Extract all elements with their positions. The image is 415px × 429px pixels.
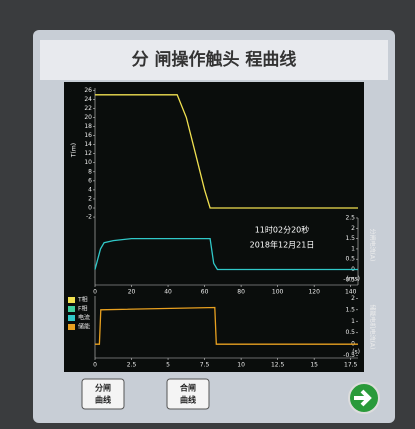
y-tick-label: 20 xyxy=(84,114,92,121)
button-label: 合闸 xyxy=(179,383,196,393)
y-tick-label: -0.5 xyxy=(343,352,355,359)
y2-tick-label: 2 xyxy=(351,225,355,232)
button-label: 曲线 xyxy=(95,395,111,405)
legend-swatch xyxy=(68,306,75,312)
y-tick-label: 2 xyxy=(351,295,355,302)
button-label: 分闸 xyxy=(95,383,111,393)
y2-tick-label: 1 xyxy=(351,245,355,252)
y-tick-label: 24 xyxy=(84,96,92,103)
series-line xyxy=(94,237,358,271)
x-tick-label: 12.5 xyxy=(271,362,285,369)
legend-swatch xyxy=(68,324,75,330)
y-tick-label: 0 xyxy=(88,205,92,212)
x-tick-label: 2.5 xyxy=(127,362,137,369)
x-tick-label: 7.5 xyxy=(200,362,210,369)
legend-label: 储能 xyxy=(78,323,90,331)
x-unit: (s) xyxy=(352,349,360,356)
title: 分 闸操作触头 程曲线 xyxy=(132,49,297,70)
x-tick-label: 20 xyxy=(128,289,136,296)
x-tick-label: 120 xyxy=(308,289,320,296)
legend-swatch xyxy=(68,315,75,321)
legend-label: 电流 xyxy=(78,314,90,322)
y-tick-label: 26 xyxy=(84,87,92,94)
y2-tick-label: 0.5 xyxy=(345,256,355,263)
y-tick-label: 16 xyxy=(84,132,92,139)
title-band xyxy=(40,40,388,80)
y-tick-label: 14 xyxy=(84,141,92,148)
y2-tick-label: 1.5 xyxy=(345,235,355,242)
legend-swatch xyxy=(68,297,75,303)
y2-tick-label: 2.5 xyxy=(345,214,355,221)
y-tick-label: 6 xyxy=(88,177,92,184)
button-label: 曲线 xyxy=(180,395,196,405)
y-tick-label: 1.5 xyxy=(345,306,355,313)
y2-tick-label: -0.5 xyxy=(343,276,355,283)
y-tick-label: 12 xyxy=(84,150,92,157)
annotation: 11时02分20秒 xyxy=(255,225,310,235)
x-tick-label: 40 xyxy=(164,289,172,296)
x-tick-label: 0 xyxy=(93,362,97,369)
x-tick-label: 140 xyxy=(345,289,357,296)
next-button[interactable] xyxy=(348,382,380,414)
x-tick-label: 80 xyxy=(237,289,245,296)
annotation: 2018年12月21日 xyxy=(250,240,315,250)
x-tick-label: 5 xyxy=(166,362,170,369)
y-tick-label: 18 xyxy=(84,123,92,130)
y-tick-label: 1 xyxy=(351,318,355,325)
button-face xyxy=(81,378,125,410)
legend-label: T相 xyxy=(77,296,88,304)
x-tick-label: 17.5 xyxy=(344,362,358,369)
y-tick-label: 4 xyxy=(88,186,92,193)
y-label: T(m) xyxy=(71,143,78,158)
y-tick-label: 10 xyxy=(84,159,92,166)
button-face xyxy=(166,378,210,410)
y-tick-label: 2 xyxy=(88,195,92,202)
x-tick-label: 100 xyxy=(272,289,284,296)
x-tick-label: 10 xyxy=(237,362,245,369)
y-tick-label: -2 xyxy=(86,214,92,221)
y-tick-label: 22 xyxy=(84,105,92,112)
y2-label: 分闸电流(A) xyxy=(369,229,377,262)
series-line xyxy=(95,94,358,209)
series-line xyxy=(95,306,358,345)
x-tick-label: 0 xyxy=(93,289,97,296)
x-tick-label: 60 xyxy=(201,289,209,296)
x-tick-label: 15 xyxy=(310,362,318,369)
y-label: 储能电机电流(A) xyxy=(369,305,377,350)
y-tick-label: 0.5 xyxy=(345,329,355,336)
x-unit: (ms) xyxy=(346,276,360,283)
legend-label: F相 xyxy=(78,305,87,313)
chart-panel xyxy=(64,82,364,372)
y-tick-label: 8 xyxy=(88,168,92,175)
